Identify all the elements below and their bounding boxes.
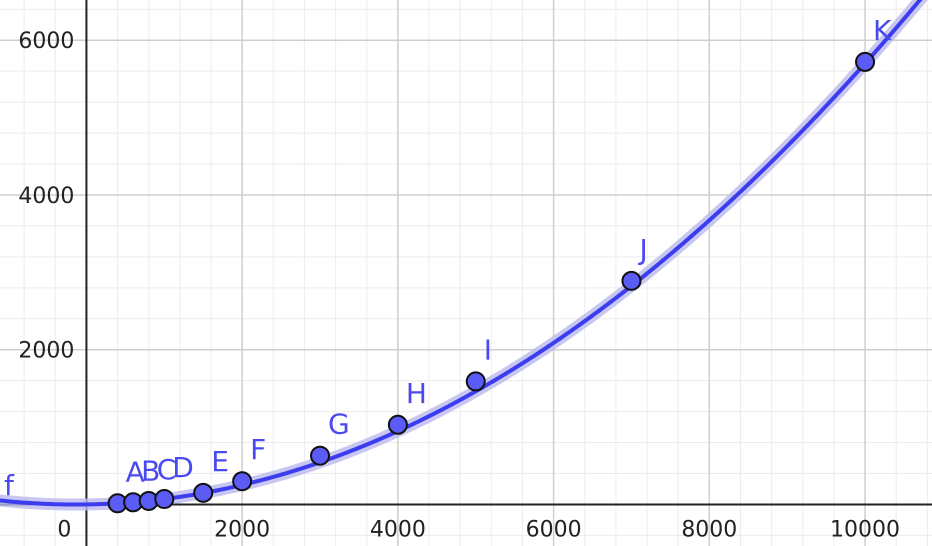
y-tick-label: 4000: [18, 184, 74, 209]
y-tick-label: 6000: [18, 29, 74, 54]
point-label-d: D: [172, 451, 194, 484]
x-tick-label: 2000: [214, 517, 270, 542]
tick-labels: 0 2000 4000 6000 8000 10000 2000 4000 6000: [18, 29, 900, 542]
point-label-j: J: [637, 233, 647, 266]
x-tick-label: 6000: [526, 517, 582, 542]
curve-label: f: [4, 469, 15, 502]
point-h: [387, 414, 408, 435]
x-tick-label: 8000: [681, 517, 737, 542]
point-f: [232, 471, 253, 492]
curve-line: [0, 0, 923, 507]
x-tick-label: 10000: [830, 517, 900, 542]
point-label-c: C: [157, 453, 177, 486]
x-tick-label: 0: [57, 517, 71, 542]
point-d: [154, 489, 175, 510]
point-j: [621, 270, 642, 291]
point-k: [855, 51, 876, 72]
point-label-g: G: [328, 408, 350, 441]
point-label-b: B: [141, 454, 160, 487]
point-g: [310, 445, 331, 466]
point-i: [465, 371, 486, 392]
data-points: [107, 51, 876, 514]
point-label-h: H: [406, 377, 427, 410]
curve-halo: [0, 0, 928, 511]
point-e: [193, 482, 214, 503]
y-tick-label: 2000: [18, 339, 74, 364]
fitted-curve: [0, 0, 928, 511]
point-label-f: F: [250, 433, 266, 466]
point-label-i: I: [484, 333, 492, 366]
point-label-e: E: [211, 445, 229, 478]
point-label-k: K: [873, 14, 892, 47]
point-label-a: A: [126, 455, 145, 488]
x-tick-label: 4000: [370, 517, 426, 542]
